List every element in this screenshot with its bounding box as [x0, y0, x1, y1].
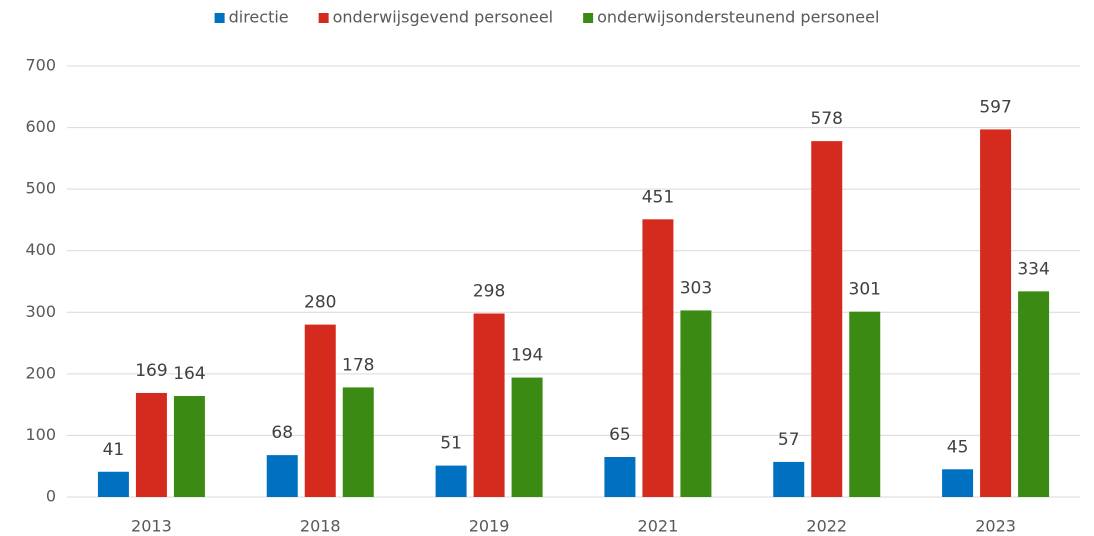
- data-label: 164: [173, 364, 205, 384]
- legend-swatch: [214, 13, 225, 23]
- y-tick-label: 700: [25, 56, 56, 75]
- data-label: 194: [511, 346, 543, 366]
- y-tick-label: 100: [25, 425, 56, 444]
- data-label: 303: [680, 278, 712, 298]
- data-label: 280: [304, 293, 336, 313]
- bar: [1018, 291, 1050, 497]
- x-tick-label: 2023: [975, 517, 1016, 536]
- data-label: 301: [849, 280, 881, 300]
- data-label: 597: [979, 97, 1011, 117]
- data-label: 51: [440, 434, 462, 454]
- x-tick-label: 2019: [469, 517, 510, 536]
- bar: [173, 396, 205, 497]
- data-label: 68: [271, 423, 293, 443]
- data-label: 57: [778, 430, 800, 450]
- bar: [680, 310, 712, 497]
- data-label: 178: [342, 355, 374, 375]
- data-label: 578: [811, 109, 843, 129]
- bar: [266, 455, 298, 497]
- data-label: 41: [103, 440, 125, 460]
- data-label: 451: [642, 187, 674, 207]
- bar: [473, 313, 505, 497]
- bar: [980, 129, 1012, 497]
- legend-label: onderwijsondersteunend personeel: [597, 8, 879, 27]
- bar: [97, 471, 129, 497]
- data-label: 298: [473, 282, 505, 302]
- data-label: 334: [1017, 259, 1049, 279]
- y-tick-label: 600: [25, 117, 56, 136]
- data-label: 65: [609, 425, 631, 445]
- y-tick-label: 0: [46, 487, 56, 506]
- bar: [849, 311, 881, 497]
- y-tick-label: 300: [25, 302, 56, 321]
- x-tick-label: 2021: [638, 517, 679, 536]
- legend-label: onderwijsgevend personeel: [333, 8, 554, 27]
- data-label: 45: [947, 437, 969, 457]
- x-tick-label: 2013: [131, 517, 172, 536]
- x-tick-label: 2022: [806, 517, 847, 536]
- bar: [435, 465, 467, 497]
- y-tick-label: 200: [25, 363, 56, 382]
- bar: [342, 387, 374, 497]
- bar: [304, 324, 336, 497]
- legend-swatch: [318, 13, 329, 23]
- bar: [773, 461, 805, 497]
- data-label: 169: [135, 361, 167, 381]
- bar: [604, 456, 636, 497]
- bar: [642, 219, 674, 497]
- y-tick-label: 500: [25, 179, 56, 198]
- legend-label: directie: [229, 8, 289, 27]
- bar: [942, 469, 974, 497]
- bar: [811, 141, 843, 498]
- x-tick-label: 2018: [300, 517, 341, 536]
- bar: [135, 392, 167, 497]
- legend-swatch: [583, 13, 594, 23]
- bar: [511, 377, 543, 497]
- y-tick-label: 400: [25, 240, 56, 259]
